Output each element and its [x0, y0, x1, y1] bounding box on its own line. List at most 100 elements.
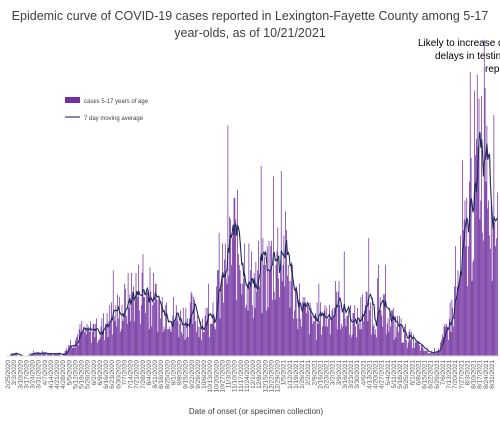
case-bar	[429, 353, 431, 356]
case-bar	[334, 307, 335, 356]
case-bar	[304, 297, 306, 356]
case-bar	[395, 337, 397, 356]
case-bar	[169, 329, 171, 356]
case-bar	[355, 326, 356, 356]
case-bar	[69, 345, 70, 356]
case-bar	[386, 323, 388, 356]
case-bar	[289, 307, 291, 356]
case-bar	[484, 88, 486, 356]
case-bar	[112, 334, 113, 356]
case-bar	[186, 337, 188, 356]
case-bar	[262, 238, 264, 356]
case-bar	[350, 305, 351, 356]
case-bar	[271, 240, 272, 356]
case-bar	[239, 270, 241, 356]
case-bar	[284, 286, 286, 356]
case-bar	[208, 283, 209, 356]
case-bar	[359, 329, 361, 356]
case-bar	[74, 347, 76, 356]
x-tick-label: 6/29/2021	[434, 360, 441, 389]
x-tick-label: 1/19/2021	[293, 360, 300, 389]
case-bar	[470, 157, 472, 356]
x-axis-label: Date of onset (or specimen collection)	[189, 407, 324, 416]
case-bar	[275, 264, 277, 356]
case-bar	[226, 283, 228, 356]
case-bar	[55, 353, 56, 356]
case-bar	[277, 227, 279, 356]
case-bar	[251, 251, 252, 356]
case-bar	[246, 283, 248, 356]
case-bar	[182, 334, 183, 356]
case-bar	[151, 326, 153, 356]
case-bar	[189, 318, 190, 356]
case-bar	[116, 326, 118, 356]
case-bar	[164, 329, 166, 356]
case-bar	[385, 334, 387, 356]
x-tick-label: 6/8/2021	[415, 360, 422, 386]
case-bar	[125, 289, 126, 356]
case-bar	[154, 302, 155, 356]
case-bar	[137, 297, 139, 356]
case-bar	[349, 334, 350, 356]
case-bar	[76, 337, 77, 356]
case-bar	[45, 353, 47, 356]
case-bar	[463, 219, 465, 356]
case-bar	[472, 262, 474, 356]
x-tick-label: 7/27/2021	[458, 360, 465, 389]
x-tick-label: 3/30/2021	[354, 360, 361, 389]
case-bar	[212, 302, 214, 356]
case-bar	[206, 321, 208, 356]
case-bar	[98, 339, 99, 356]
case-bar	[242, 283, 244, 356]
case-bar	[148, 329, 150, 356]
case-bar	[487, 208, 489, 356]
case-bar	[92, 323, 94, 356]
x-tick-label: 4/7/2020	[42, 360, 49, 386]
case-bar	[339, 305, 341, 356]
case-bar	[435, 353, 437, 356]
case-bar	[85, 334, 87, 356]
case-bar	[36, 353, 38, 356]
case-bar	[47, 353, 48, 356]
case-bar	[481, 96, 482, 356]
case-bar	[449, 302, 451, 356]
case-bar	[282, 264, 284, 356]
case-bar	[438, 347, 440, 356]
case-bar	[211, 323, 213, 356]
case-bar	[456, 286, 458, 356]
x-tick-label: 6/9/2020	[97, 360, 104, 386]
case-bar	[93, 323, 95, 356]
case-bar	[95, 323, 97, 356]
case-bar	[172, 315, 174, 356]
case-bar	[383, 294, 384, 356]
case-bar	[307, 305, 308, 356]
x-tick-label: 7/13/2021	[446, 360, 453, 389]
case-bar	[203, 331, 204, 356]
case-bar	[331, 310, 333, 356]
case-bar	[404, 326, 405, 356]
case-bar	[430, 353, 432, 356]
case-bar	[313, 321, 314, 356]
case-bar	[408, 331, 410, 356]
x-tick-label: 5/19/2020	[79, 360, 86, 389]
x-tick-label: 4/20/2021	[373, 360, 380, 389]
case-bar	[343, 251, 345, 356]
case-bar	[39, 353, 41, 356]
case-bar	[252, 305, 253, 356]
case-bar	[353, 313, 355, 356]
moving-average-line	[7, 131, 498, 357]
x-tick-label: 6/2/2020	[91, 360, 98, 386]
case-bar	[323, 310, 325, 356]
legend-bar-swatch	[65, 97, 80, 103]
case-bar	[401, 342, 403, 356]
case-bar	[345, 326, 347, 356]
x-tick-label: 7/6/2021	[440, 360, 447, 386]
case-bar	[392, 310, 393, 356]
case-bar	[374, 334, 376, 356]
case-bar	[58, 353, 60, 356]
case-bar	[119, 331, 121, 356]
case-bar	[387, 318, 389, 356]
case-bar	[197, 326, 199, 356]
case-bar	[245, 307, 246, 356]
case-bar	[378, 264, 379, 356]
